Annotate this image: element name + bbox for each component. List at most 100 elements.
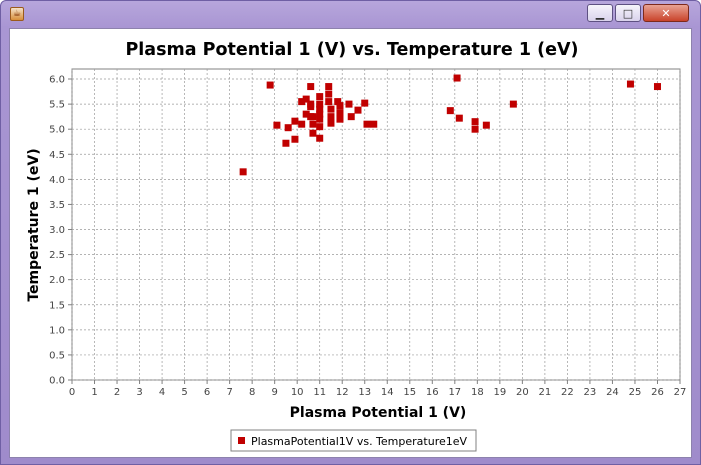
data-point <box>327 119 335 127</box>
data-point <box>471 125 479 133</box>
data-point <box>336 102 344 110</box>
x-tick-label: 2 <box>114 387 120 398</box>
data-point <box>307 83 315 91</box>
data-point <box>626 80 634 88</box>
data-point <box>482 121 490 129</box>
data-point <box>327 113 335 121</box>
data-point <box>316 134 324 142</box>
y-tick-label: 1.0 <box>49 325 65 336</box>
y-tick-label: 4.0 <box>49 175 65 186</box>
data-point <box>336 115 344 123</box>
x-tick-label: 9 <box>271 387 277 398</box>
x-tick-label: 16 <box>426 387 439 398</box>
x-tick-label: 14 <box>381 387 394 398</box>
data-point <box>273 121 281 129</box>
grid-lines <box>71 69 681 381</box>
x-tick-label: 4 <box>159 387 165 398</box>
data-point <box>325 98 333 106</box>
x-tick-label: 13 <box>358 387 371 398</box>
data-point <box>239 168 247 176</box>
data-point <box>291 117 299 125</box>
x-tick-label: 1 <box>91 387 97 398</box>
x-tick-label: 22 <box>561 387 574 398</box>
x-tick-label: 0 <box>69 387 75 398</box>
close-button[interactable]: ✕ <box>643 4 689 22</box>
data-point <box>453 74 461 82</box>
data-point <box>653 83 661 91</box>
x-tick-label: 24 <box>606 387 619 398</box>
x-tick-label: 21 <box>539 387 552 398</box>
data-point <box>291 135 299 143</box>
legend-label: PlasmaPotential1V vs. Temperature1eV <box>251 435 468 448</box>
x-tick-label: 6 <box>204 387 210 398</box>
legend-marker <box>238 437 245 444</box>
x-tick-label: 12 <box>336 387 349 398</box>
data-point <box>316 93 324 101</box>
title-bar[interactable]: ☕ ▁ □ ✕ <box>1 1 700 27</box>
y-tick-label: 3.5 <box>49 200 65 211</box>
data-point <box>307 103 315 111</box>
x-axis: 0 1 2 3 4 5 6 7 8 9 10 11 12 13 14 15 16 17 18 19 20 21 22 23 24… <box>69 380 687 398</box>
y-tick-label: 5.5 <box>49 100 65 111</box>
scatter-chart: Plasma Potential 1 (V) vs. Temperature 1… <box>26 40 687 452</box>
data-point <box>316 123 324 131</box>
x-tick-label: 19 <box>493 387 506 398</box>
minimize-button[interactable]: ▁ <box>587 4 613 22</box>
x-tick-label: 20 <box>516 387 529 398</box>
data-points <box>239 74 661 176</box>
x-tick-label: 11 <box>313 387 326 398</box>
data-point <box>302 110 310 118</box>
x-tick-label: 27 <box>674 387 687 398</box>
data-point <box>345 100 353 108</box>
data-point <box>325 90 333 98</box>
data-point <box>316 100 324 108</box>
data-point <box>316 115 324 123</box>
x-tick-label: 23 <box>584 387 597 398</box>
data-point <box>334 98 342 106</box>
data-point <box>316 105 324 113</box>
data-point <box>370 120 378 128</box>
chart-title: Plasma Potential 1 (V) vs. Temperature 1… <box>125 40 578 60</box>
data-point <box>298 98 306 106</box>
y-tick-label: 4.5 <box>49 150 65 161</box>
y-tick-label: 2.0 <box>49 275 65 286</box>
data-point <box>298 120 306 128</box>
data-point <box>316 110 324 118</box>
data-point <box>446 107 454 115</box>
x-tick-label: 10 <box>291 387 304 398</box>
maximize-button[interactable]: □ <box>615 4 641 22</box>
x-tick-label: 26 <box>651 387 664 398</box>
data-point <box>282 139 290 147</box>
x-tick-label: 18 <box>471 387 484 398</box>
y-tick-label: 2.5 <box>49 250 65 261</box>
data-point <box>361 99 369 107</box>
java-icon: ☕ <box>10 7 24 21</box>
data-point <box>309 113 317 121</box>
data-point <box>471 118 479 126</box>
data-point <box>284 124 292 132</box>
y-tick-label: 0.0 <box>49 376 65 387</box>
y-tick-label: 5.0 <box>49 125 65 136</box>
data-point <box>347 113 355 121</box>
x-axis-label: Plasma Potential 1 (V) <box>290 405 467 421</box>
y-tick-label: 1.5 <box>49 300 65 311</box>
data-point <box>325 83 333 91</box>
data-point <box>336 109 344 117</box>
data-point <box>509 100 517 108</box>
chart-panel: Plasma Potential 1 (V) vs. Temperature 1… <box>9 28 692 458</box>
data-point <box>309 129 317 137</box>
y-axis-label: Temperature 1 (eV) <box>26 148 42 301</box>
y-tick-label: 3.0 <box>49 225 65 236</box>
y-axis: 0.0 0.5 1.0 1.5 2.0 2.5 3.0 3.5 4.0 4.5 5.0 5.5 6.0 <box>49 75 72 387</box>
x-tick-label: 7 <box>226 387 232 398</box>
legend: PlasmaPotential1V vs. Temperature1eV <box>230 429 477 452</box>
data-point <box>302 95 310 103</box>
data-point <box>354 106 362 114</box>
y-tick-label: 6.0 <box>49 75 65 86</box>
data-point <box>327 105 335 113</box>
data-point <box>266 81 274 89</box>
x-tick-label: 17 <box>448 387 461 398</box>
y-tick-label: 0.5 <box>49 350 65 361</box>
plot-area <box>71 68 681 381</box>
